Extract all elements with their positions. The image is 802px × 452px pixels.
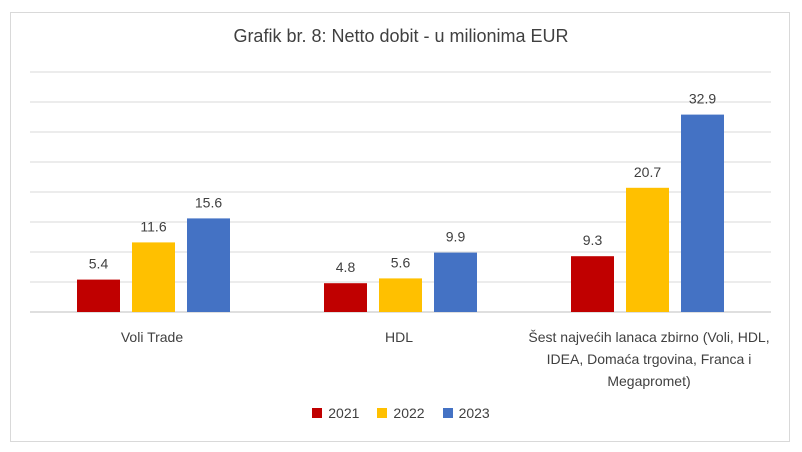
bar-2023-1 xyxy=(434,252,477,312)
bar-2021-2 xyxy=(571,256,614,312)
legend-item-2022: 2022 xyxy=(377,405,425,421)
legend-swatch-2023 xyxy=(442,408,453,418)
chart-title: Grafik br. 8: Netto dobit - u milionima … xyxy=(233,26,569,46)
data-label-2021-2: 9.3 xyxy=(583,232,603,248)
data-label-2022-2: 20.7 xyxy=(634,164,661,180)
bar-2022-0 xyxy=(132,242,175,312)
legend-swatch-2022 xyxy=(377,408,388,418)
data-label-2023-1: 9.9 xyxy=(446,229,466,245)
data-label-2022-1: 5.6 xyxy=(391,254,411,270)
category-label-hdl: HDL xyxy=(384,329,413,345)
bar-2023-2 xyxy=(681,114,724,312)
bar-2023-0 xyxy=(187,218,230,312)
legend-item-2023: 2023 xyxy=(442,405,490,421)
bar-2022-2 xyxy=(626,187,669,312)
bar-2021-0 xyxy=(77,279,120,312)
legend-label-2021: 2021 xyxy=(328,405,360,421)
data-label-2023-2: 32.9 xyxy=(689,91,716,107)
category-label-six-chains: Šest najvećih lanaca zbirno (Voli, HDL, … xyxy=(528,329,770,389)
category-label-voli-trade: Voli Trade xyxy=(120,329,184,345)
legend-label-2022: 2022 xyxy=(393,405,425,421)
data-label-2023-0: 15.6 xyxy=(195,194,222,210)
data-label-2022-0: 11.6 xyxy=(140,218,166,234)
bar-2022-1 xyxy=(379,278,422,312)
legend-item-2021: 2021 xyxy=(312,405,359,421)
data-label-2021-1: 4.8 xyxy=(336,259,356,275)
bar-2021-1 xyxy=(324,283,367,312)
legend-label-2023: 2023 xyxy=(458,405,490,421)
data-label-2021-0: 5.4 xyxy=(89,256,109,272)
legend: 2021 2022 2023 xyxy=(0,405,802,421)
legend-swatch-2021 xyxy=(312,408,323,418)
